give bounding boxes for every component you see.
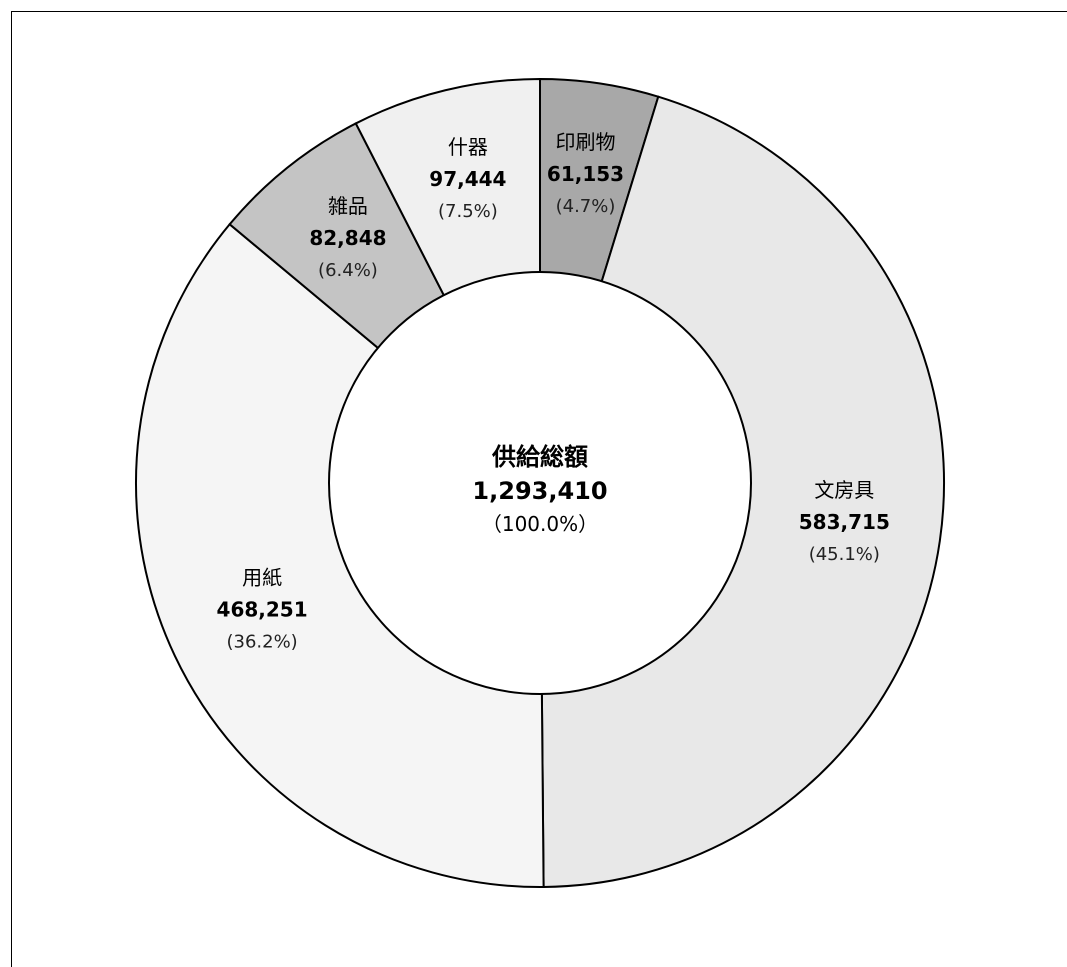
- center-title: 供給総額: [491, 443, 588, 471]
- slice-0-value: 61,153: [547, 162, 624, 186]
- slice-3-value: 82,848: [309, 226, 386, 250]
- slice-1-label: 文房具: [814, 478, 874, 502]
- slice-4-percent: (7.5%): [438, 201, 498, 222]
- slice-3-percent: (6.4%): [318, 260, 378, 281]
- slice-1-percent: (45.1%): [809, 544, 880, 565]
- slice-0-label: 印刷物: [556, 130, 616, 154]
- slice-2-percent: (36.2%): [226, 632, 297, 653]
- slice-2-value: 468,251: [217, 598, 308, 622]
- slice-4-value: 97,444: [429, 167, 506, 191]
- center-percent: （100.0%）: [482, 512, 598, 536]
- slice-2-label: 用紙: [242, 566, 282, 590]
- slice-2: [135, 222, 545, 888]
- slice-4-label: 什器: [448, 135, 488, 159]
- chart-frame: [11, 11, 1067, 967]
- slice-labels-group: 印刷物 61,153 (4.7%) 文房具 583,715 (45.1%) 用紙 468,25…: [217, 130, 890, 653]
- slice-0-percent: (4.7%): [556, 196, 616, 217]
- center-label: 供給総額 1,293,410 （100.0%）: [472, 443, 607, 536]
- center-value: 1,293,410: [472, 477, 607, 505]
- slice-1-value: 583,715: [799, 510, 890, 534]
- slice-3-label: 雑品: [328, 194, 368, 218]
- donut-hole: [328, 271, 752, 695]
